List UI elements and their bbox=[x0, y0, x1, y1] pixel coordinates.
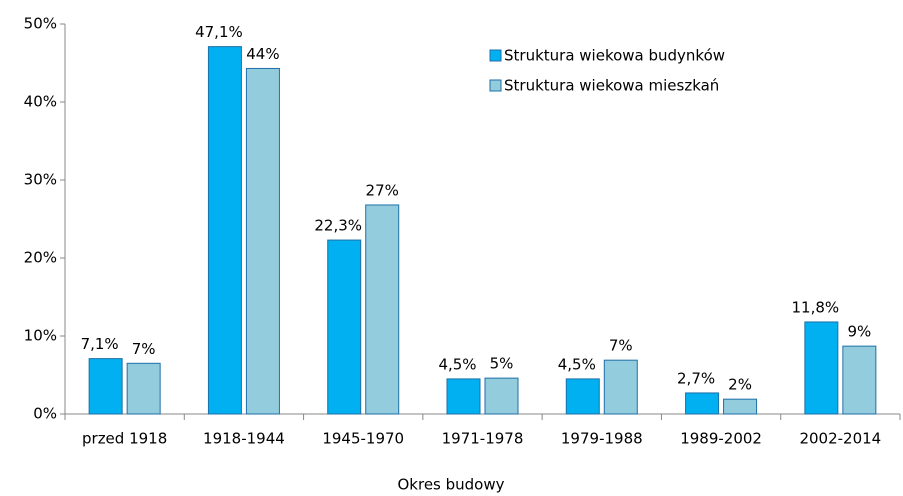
x-tick-label: 1979-1988 bbox=[561, 430, 643, 448]
bar bbox=[207, 46, 242, 415]
value-label: 4,5% bbox=[558, 355, 596, 373]
y-tick-label: 20% bbox=[24, 249, 57, 267]
bar bbox=[842, 345, 877, 415]
value-label: 44% bbox=[246, 45, 279, 63]
value-label: 5% bbox=[490, 355, 514, 373]
y-tick-label: 40% bbox=[24, 93, 57, 111]
x-tick-label: 1989-2002 bbox=[680, 430, 762, 448]
x-tick-label: 1918-1944 bbox=[203, 430, 285, 448]
y-tick-label: 0% bbox=[33, 405, 57, 423]
x-tick-label: 2002-2014 bbox=[799, 430, 881, 448]
bar bbox=[565, 378, 600, 415]
bar bbox=[723, 398, 758, 415]
value-label: 7,1% bbox=[81, 335, 119, 353]
bar bbox=[327, 239, 362, 415]
bar bbox=[126, 362, 161, 415]
bar bbox=[685, 392, 720, 415]
bar bbox=[603, 359, 638, 415]
value-label: 22,3% bbox=[314, 217, 362, 235]
bar bbox=[484, 377, 519, 415]
value-label: 2,7% bbox=[677, 369, 715, 387]
legend-label: Struktura wiekowa mieszkań bbox=[504, 77, 719, 95]
value-label: 47,1% bbox=[195, 23, 243, 41]
y-tick-label: 50% bbox=[24, 15, 57, 33]
value-label: 2% bbox=[728, 376, 752, 394]
legend-swatch bbox=[489, 49, 502, 62]
x-tick-label: 1971-1978 bbox=[442, 430, 524, 448]
value-label: 27% bbox=[366, 181, 399, 199]
value-label: 11,8% bbox=[792, 298, 840, 316]
x-tick-label: przed 1918 bbox=[82, 430, 167, 448]
bar bbox=[365, 204, 400, 415]
value-label: 7% bbox=[609, 337, 633, 355]
value-label: 9% bbox=[847, 323, 871, 341]
value-label: 4,5% bbox=[438, 355, 476, 373]
x-tick-label: 1945-1970 bbox=[322, 430, 404, 448]
value-label: 7% bbox=[132, 340, 156, 358]
bar bbox=[804, 321, 839, 415]
bar bbox=[88, 358, 123, 415]
y-tick-label: 10% bbox=[24, 327, 57, 345]
y-tick-label: 30% bbox=[24, 171, 57, 189]
bar bbox=[245, 67, 280, 415]
legend-swatch bbox=[489, 79, 502, 92]
legend-label: Struktura wiekowa budynków bbox=[504, 47, 725, 65]
x-axis-label: Okres budowy bbox=[397, 476, 504, 494]
bar bbox=[446, 378, 481, 415]
